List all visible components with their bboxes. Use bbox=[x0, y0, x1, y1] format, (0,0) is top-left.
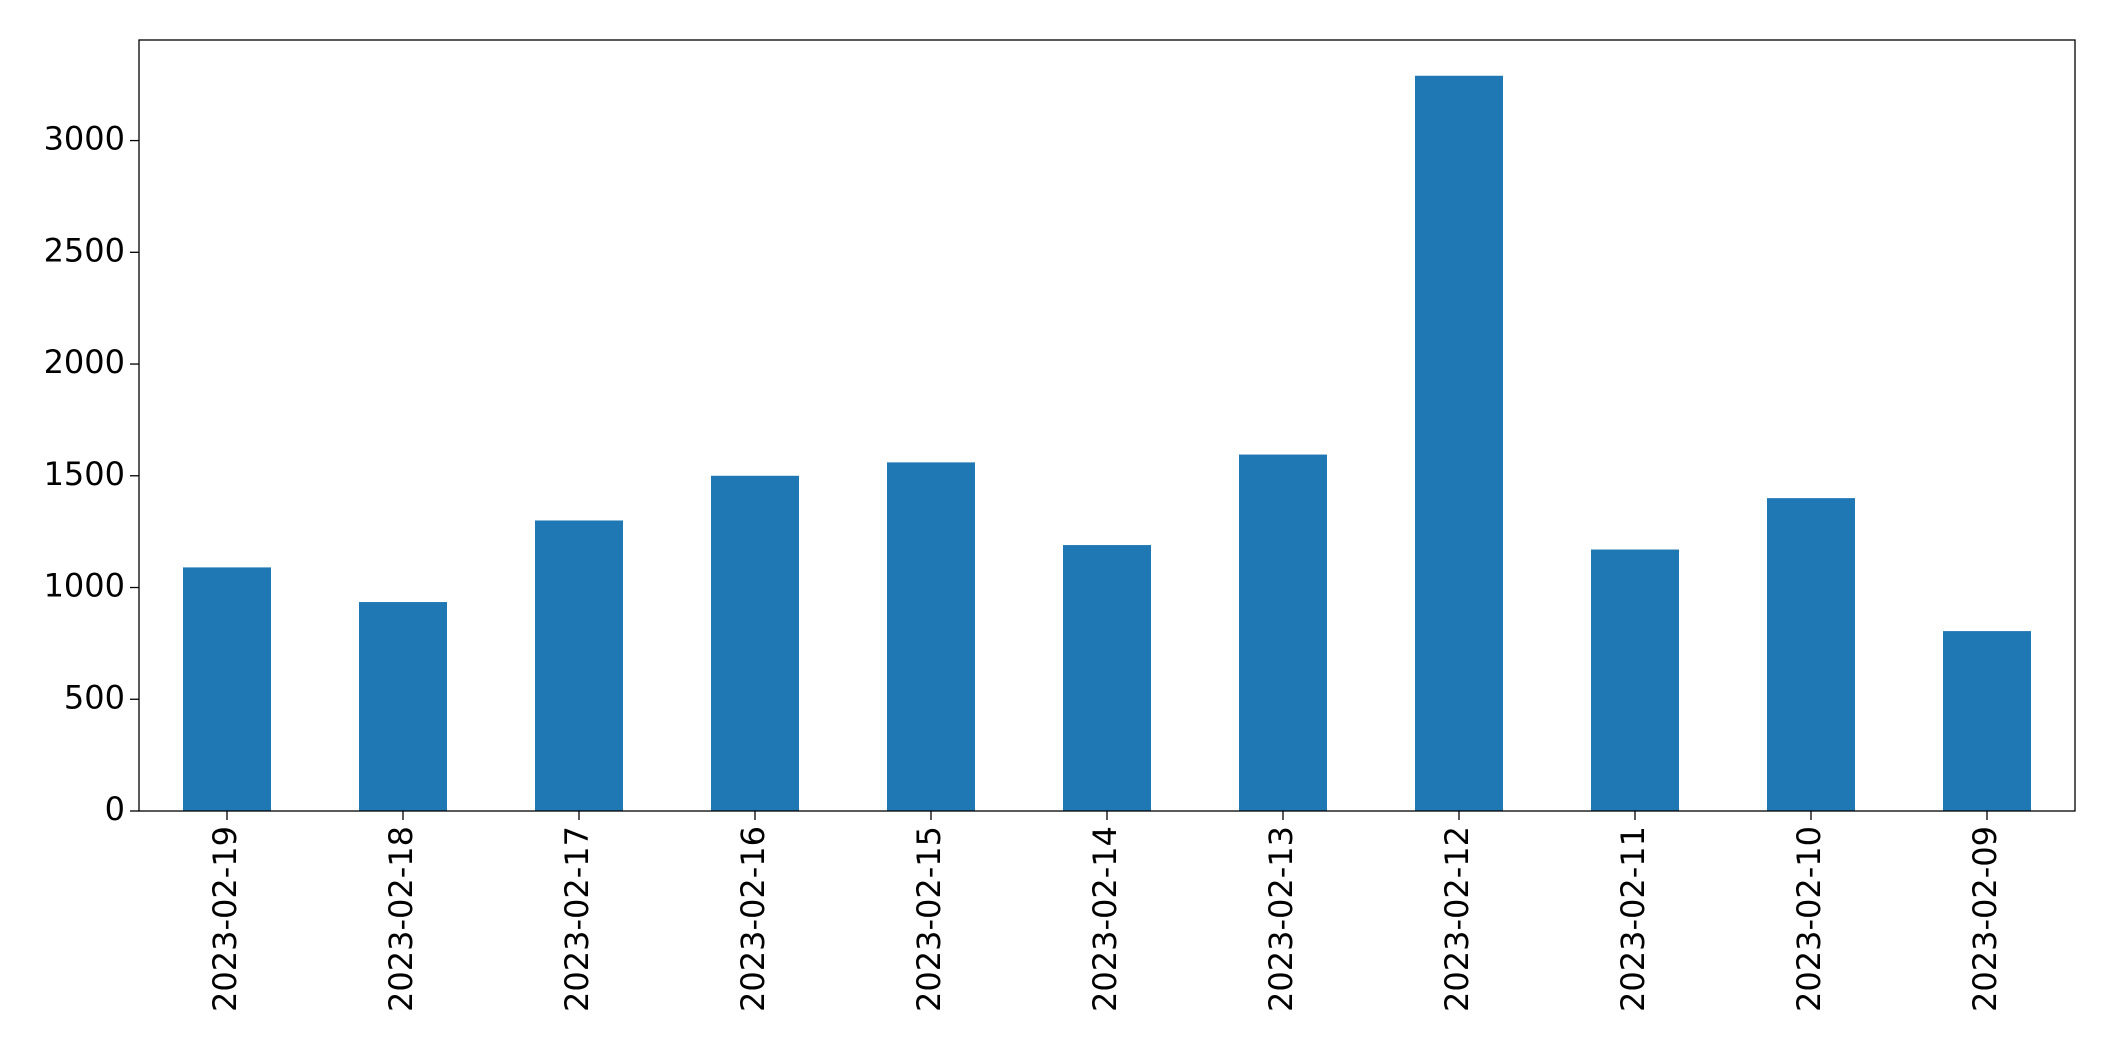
bar bbox=[1591, 549, 1679, 811]
bar bbox=[1943, 631, 2031, 811]
x-tick-label: 2023-02-18 bbox=[382, 826, 420, 1012]
y-tick-label: 1500 bbox=[44, 455, 125, 493]
y-tick-label: 2500 bbox=[44, 231, 125, 269]
bar bbox=[359, 602, 447, 811]
x-tick-label: 2023-02-10 bbox=[1790, 826, 1828, 1012]
x-tick-label: 2023-02-15 bbox=[910, 826, 948, 1012]
x-tick-label: 2023-02-19 bbox=[206, 826, 244, 1012]
x-tick-label: 2023-02-14 bbox=[1086, 826, 1124, 1012]
x-tick-label: 2023-02-09 bbox=[1966, 826, 2004, 1012]
bar bbox=[887, 462, 975, 811]
x-tick-label: 2023-02-16 bbox=[734, 826, 772, 1012]
bar bbox=[1415, 75, 1503, 811]
x-tick-label: 2023-02-12 bbox=[1438, 826, 1476, 1012]
bar bbox=[535, 520, 623, 811]
x-tick-label: 2023-02-17 bbox=[558, 826, 596, 1012]
bar bbox=[1063, 545, 1151, 811]
bar bbox=[183, 567, 271, 811]
x-tick-label: 2023-02-11 bbox=[1614, 826, 1652, 1012]
bar bbox=[1239, 454, 1327, 811]
y-tick-label: 2000 bbox=[44, 343, 125, 381]
y-tick-label: 500 bbox=[64, 678, 125, 716]
y-tick-label: 0 bbox=[105, 790, 125, 828]
bar bbox=[711, 475, 799, 811]
bar bbox=[1767, 498, 1855, 811]
x-tick-label: 2023-02-13 bbox=[1262, 826, 1300, 1012]
y-tick-label: 3000 bbox=[44, 120, 125, 158]
y-tick-label: 1000 bbox=[44, 567, 125, 605]
